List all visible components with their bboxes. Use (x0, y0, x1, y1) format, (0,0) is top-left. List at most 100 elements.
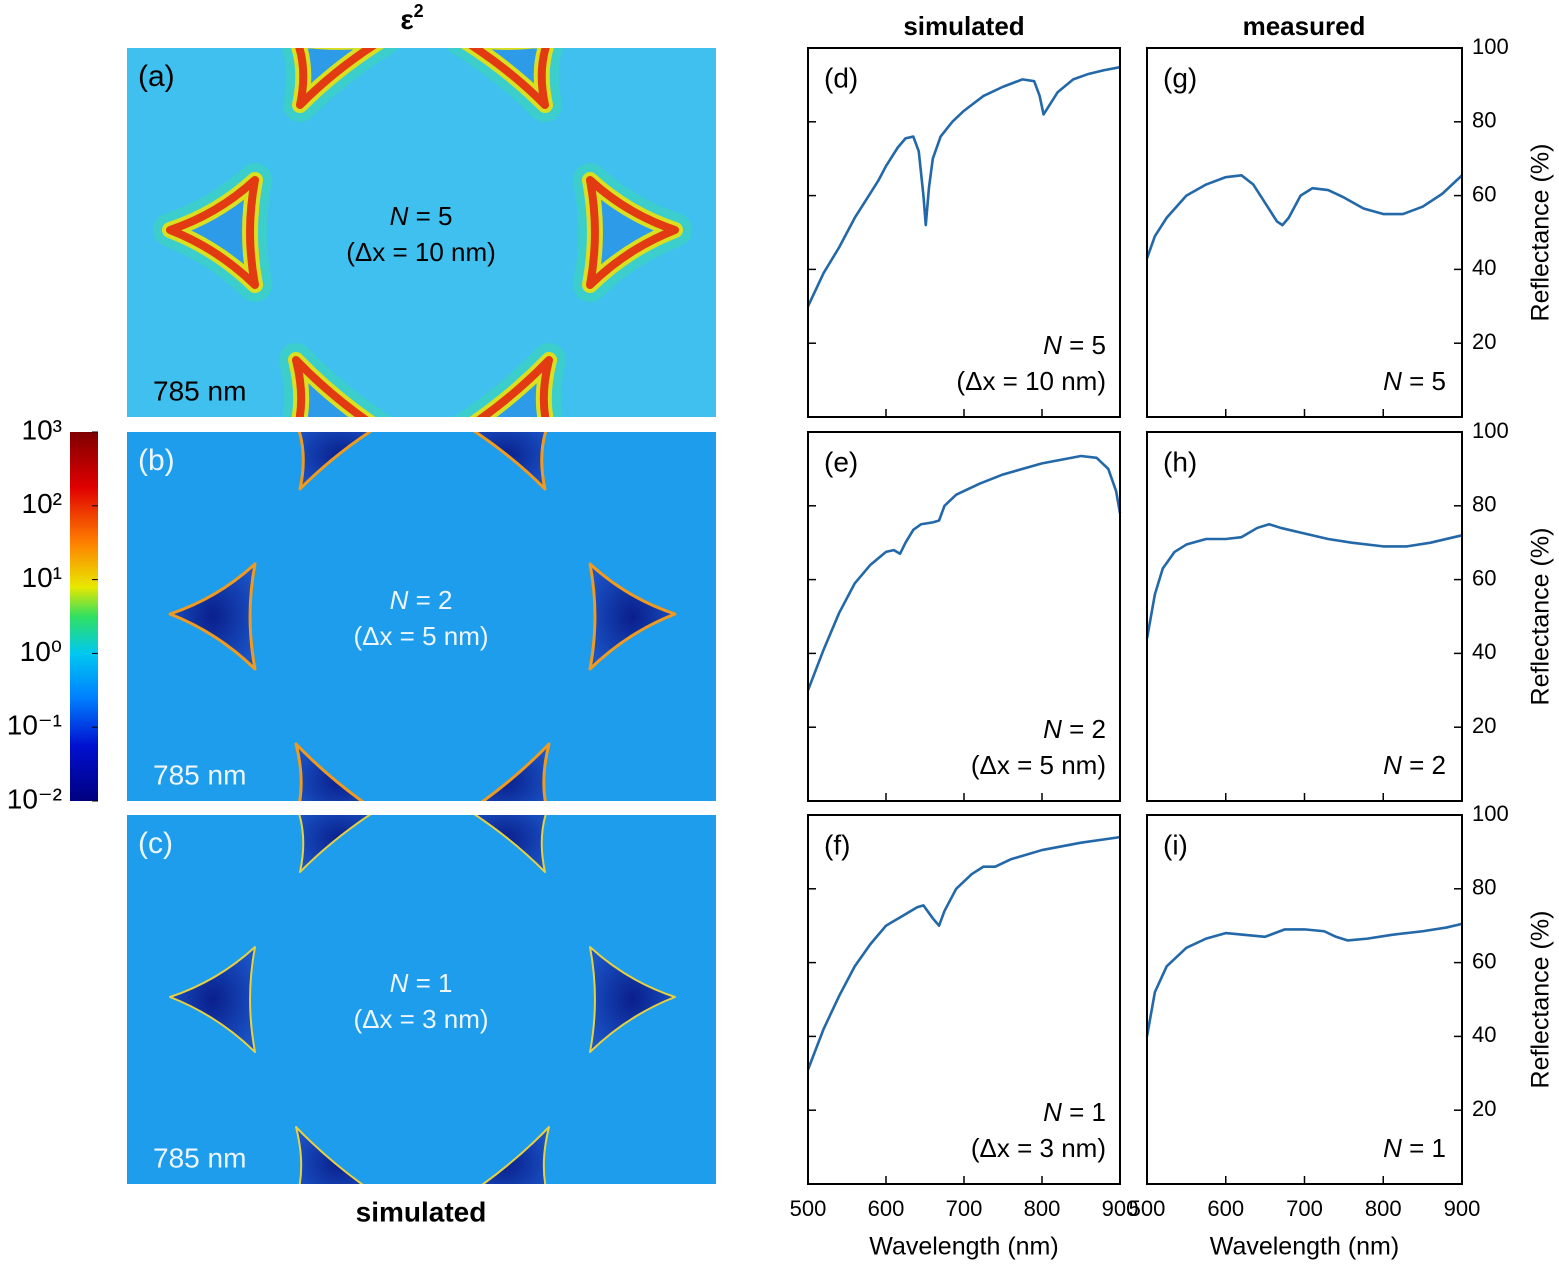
wavelength-label: 785 nm (153, 1142, 246, 1173)
x-axis-label: Wavelength (nm) (1210, 1233, 1399, 1261)
panel-label: (d) (824, 62, 858, 93)
n-label: N = 5 (390, 201, 453, 231)
field-title-base: ε (400, 4, 413, 35)
y-tick-label: 60 (1472, 181, 1496, 206)
n-value: = 2 (408, 585, 452, 615)
nanoprism (297, 432, 373, 491)
colorbar-tick-label: 10⁻¹ (7, 710, 62, 741)
map-note: (Δx = 10 nm) (346, 237, 496, 267)
hotspot-edge (468, 48, 550, 109)
y-tick-label: 100 (1472, 801, 1509, 826)
colorbar-tick-label: 10³ (22, 414, 62, 445)
plot-frame (807, 814, 1121, 1185)
x-tick-label: 700 (946, 1196, 983, 1221)
hotspot-edge (292, 356, 369, 417)
plot-frame (1146, 431, 1463, 802)
n-value: = 1 (1062, 1097, 1106, 1127)
nanoprism (169, 946, 256, 1053)
n-symbol: N (1043, 330, 1062, 360)
n-label: N = 1 (390, 968, 453, 998)
hotspot-edge (476, 356, 553, 417)
field-title: ε2 (400, 1, 423, 36)
field-map (127, 432, 716, 801)
n-value: = 5 (1062, 330, 1106, 360)
panel-label: (b) (138, 444, 175, 477)
line-series (1145, 174, 1463, 259)
chart-note: (Δx = 5 nm) (971, 750, 1106, 780)
y-axis-label: Reflectance (%) (1527, 144, 1555, 322)
n-value: = 5 (408, 201, 452, 231)
y-tick-label: 80 (1472, 492, 1496, 517)
y-tick-label: 20 (1472, 329, 1496, 354)
n-label: N = 5 (1043, 330, 1106, 360)
nanoprism (294, 742, 365, 801)
line-series (1145, 922, 1463, 1037)
plot-frame (1146, 814, 1463, 1185)
colorbar (70, 432, 98, 801)
nanoprism (589, 946, 676, 1053)
n-symbol: N (1043, 714, 1062, 744)
wavelength-label: 785 nm (153, 759, 246, 790)
line-series (806, 835, 1121, 1071)
panel-label: (f) (824, 829, 850, 860)
y-tick-label: 40 (1472, 639, 1496, 664)
x-tick-label: 600 (868, 1196, 905, 1221)
n-symbol: N (1383, 366, 1402, 396)
panel-label: (g) (1163, 62, 1197, 93)
line-series (806, 65, 1121, 307)
n-value: = 2 (1402, 750, 1446, 780)
y-tick-label: 20 (1472, 713, 1496, 738)
n-label: N = 1 (1383, 1133, 1446, 1163)
y-tick-label: 100 (1472, 34, 1509, 59)
colorbar-tick-label: 10² (22, 488, 62, 519)
y-tick-label: 100 (1472, 418, 1509, 443)
y-tick-label: 40 (1472, 255, 1496, 280)
n-value: = 1 (408, 968, 452, 998)
n-label: N = 1 (1043, 1097, 1106, 1127)
column-title: simulated (903, 11, 1024, 41)
n-symbol: N (1383, 1133, 1402, 1163)
n-label: N = 2 (1043, 714, 1106, 744)
n-symbol: N (1383, 750, 1402, 780)
chart-note: (Δx = 3 nm) (971, 1133, 1106, 1163)
nanoprism (298, 815, 372, 873)
y-tick-label: 40 (1472, 1022, 1496, 1047)
n-symbol: N (390, 585, 409, 615)
field-map (127, 48, 716, 417)
nanoprism (168, 562, 257, 671)
x-tick-label: 700 (1286, 1196, 1323, 1221)
nanoprism (295, 1126, 364, 1184)
plot-frame (1146, 47, 1463, 418)
n-symbol: N (390, 201, 409, 231)
plot-frame (807, 431, 1121, 802)
hotspot-edge (295, 48, 377, 109)
x-tick-label: 800 (1365, 1196, 1402, 1221)
wavelength-label: 785 nm (153, 375, 246, 406)
n-symbol: N (1043, 1097, 1062, 1127)
panel-label: (a) (138, 60, 175, 93)
n-label: N = 2 (390, 585, 453, 615)
field-map (127, 815, 716, 1184)
line-series (1145, 522, 1463, 639)
line-series (806, 454, 1122, 691)
n-label: N = 5 (1383, 366, 1446, 396)
n-value: = 1 (1402, 1133, 1446, 1163)
n-value: = 2 (1062, 714, 1106, 744)
colorbar-tick-label: 10⁻² (7, 783, 62, 814)
x-tick-label: 500 (790, 1196, 827, 1221)
y-tick-label: 60 (1472, 565, 1496, 590)
chart-note: (Δx = 10 nm) (956, 366, 1106, 396)
column-title: measured (1243, 11, 1366, 41)
y-axis-label: Reflectance (%) (1527, 528, 1555, 706)
field-caption: simulated (356, 1196, 487, 1227)
map-note: (Δx = 5 nm) (353, 621, 488, 651)
y-tick-label: 60 (1472, 948, 1496, 973)
nanoprism (472, 432, 548, 491)
nanoprism (480, 742, 551, 801)
x-tick-label: 900 (1102, 1196, 1139, 1221)
hotspot-edge (166, 176, 259, 289)
y-tick-label: 80 (1472, 875, 1496, 900)
x-tick-label: 600 (1207, 1196, 1244, 1221)
nanoprism (473, 815, 547, 873)
